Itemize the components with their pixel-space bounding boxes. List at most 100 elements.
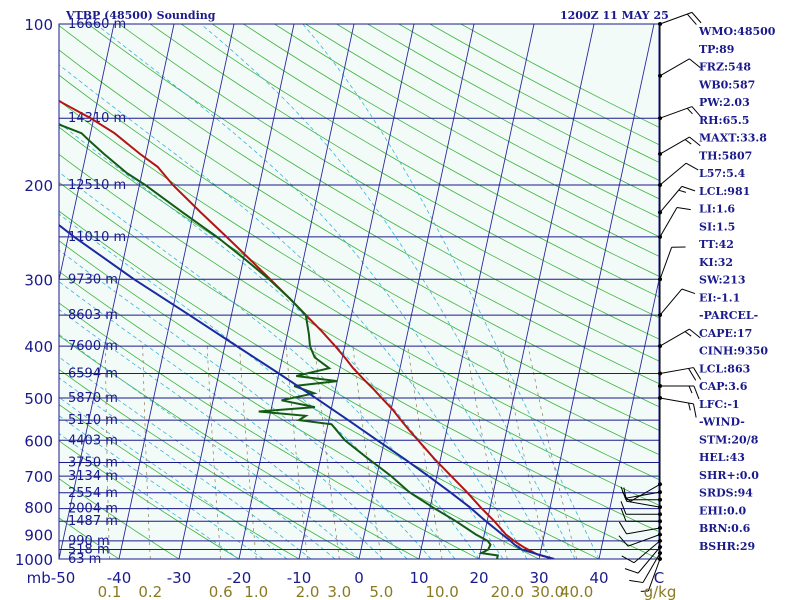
temperature-trace xyxy=(59,99,555,559)
stability-index-item: -WIND- xyxy=(699,416,745,429)
wind-barb xyxy=(658,106,702,121)
temperature-tick-label: -20 xyxy=(227,569,252,587)
isotherms xyxy=(59,24,659,559)
wind-barb xyxy=(621,538,662,564)
height-label: 4403 m xyxy=(68,433,118,448)
wind-barb xyxy=(658,58,701,78)
stability-index-item: TH:5807 xyxy=(699,149,752,162)
wind-barb xyxy=(658,11,702,26)
wind-barb xyxy=(629,551,662,584)
parcel-trace xyxy=(59,223,555,559)
mixing-ratio-label: 1.0 xyxy=(244,583,268,600)
temperature-tick-label: 20 xyxy=(469,569,488,587)
wind-barb xyxy=(658,328,701,349)
height-label: 5870 m xyxy=(68,391,118,406)
stability-index-item: -PARCEL- xyxy=(699,309,758,322)
isotherm-line xyxy=(59,24,175,559)
wind-barb xyxy=(620,501,662,517)
sounding-traces xyxy=(59,99,555,559)
isotherm-line xyxy=(598,277,659,559)
stability-index-item: LCL:981 xyxy=(699,185,750,198)
height-label: 990 m xyxy=(68,534,110,549)
height-label: 3750 m xyxy=(68,455,118,470)
stability-index-item: FRZ:548 xyxy=(699,61,751,74)
pressure-tick-label: 900 xyxy=(24,527,53,545)
height-label: 2554 m xyxy=(68,486,118,501)
isotherm-line xyxy=(358,24,475,559)
station-title: VTBP (48500) Sounding xyxy=(65,9,216,22)
plot-frame xyxy=(58,23,660,560)
mixing-ratio-label: 20.0 xyxy=(491,583,524,600)
wind-barb xyxy=(658,185,696,215)
wind-barb xyxy=(624,545,662,574)
mixing-ratio-label: 10.0 xyxy=(425,583,458,600)
stability-index-item: SI:1.5 xyxy=(699,220,735,233)
height-label: 2004 m xyxy=(68,502,118,517)
isotherm-line xyxy=(238,24,355,559)
height-label: 518 m xyxy=(68,543,110,558)
stability-index-item: WB0:587 xyxy=(698,78,755,91)
stability-index-item: CAPE:17 xyxy=(699,327,752,340)
wind-barb xyxy=(658,206,691,239)
wind-barb xyxy=(618,532,662,547)
temperature-tick-label: 0 xyxy=(354,569,364,587)
moist-adiabat-line xyxy=(59,396,288,559)
pressure-tick-label: 300 xyxy=(24,271,53,289)
stability-index-item: TP:89 xyxy=(699,43,734,56)
pressure-tick-label: 600 xyxy=(24,432,53,450)
plot-area xyxy=(59,24,659,559)
stability-index-item: BRN:0.6 xyxy=(699,522,751,535)
temperature-tick-label: -10 xyxy=(287,569,312,587)
stability-index-item: LI:1.6 xyxy=(699,203,735,216)
wind-barb xyxy=(620,508,662,524)
mixing-ratio-label: 40.0 xyxy=(560,583,593,600)
stability-index-item: TT:42 xyxy=(699,238,734,251)
stability-index-item: EI:-1.1 xyxy=(699,291,740,304)
stability-index-item: LFC:-1 xyxy=(699,398,740,411)
stability-index-item: LCL:863 xyxy=(699,362,750,375)
stability-index-item: WMO:48500 xyxy=(698,25,776,38)
wind-barb xyxy=(658,288,696,318)
isotherm-line xyxy=(178,24,295,559)
isotherm-line xyxy=(59,24,115,283)
stability-index-item: HEL:43 xyxy=(699,451,745,464)
mixing-ratio-label: 2.0 xyxy=(296,583,320,600)
moist-adiabat-line xyxy=(59,377,312,559)
height-label: 7600 m xyxy=(68,339,118,354)
height-label: 9730 m xyxy=(68,272,118,287)
wind-barb xyxy=(658,384,700,400)
temperature-tick-label: mb-50 xyxy=(27,569,76,587)
mixing-ratio-label: 3.0 xyxy=(327,583,351,600)
moist-adiabat-line xyxy=(59,432,240,559)
pressure-tick-label: 100 xyxy=(24,16,53,34)
isotherm-line xyxy=(418,24,535,559)
height-label: 14310 m xyxy=(68,111,126,126)
stability-index-item: MAXT:33.8 xyxy=(699,132,767,145)
wind-barbs xyxy=(618,11,702,592)
height-label: 12510 m xyxy=(68,178,126,193)
isobars xyxy=(58,23,660,560)
mixing-ratio-unit: g/kg xyxy=(644,583,677,600)
height-label: 1487 m xyxy=(68,514,118,529)
isotherm-line xyxy=(478,24,595,559)
wind-barb xyxy=(624,482,662,502)
mixing-ratio-label: 5.0 xyxy=(369,583,393,600)
stability-indices-panel: WMO:48500 TP:89 FRZ:548 WB0:587 PW:2.03 RH:65… xyxy=(698,25,776,553)
height-label: 11010 m xyxy=(68,230,126,245)
observation-time: 1200Z 11 MAY 25 xyxy=(560,9,669,22)
stability-index-item: SW:213 xyxy=(699,274,746,287)
stability-index-item: KI:32 xyxy=(699,256,733,269)
moist-adiabat-line xyxy=(59,356,336,559)
stability-index-item: BSHR:29 xyxy=(699,540,755,553)
temperature-tick-label: -30 xyxy=(167,569,192,587)
height-label: 3134 m xyxy=(68,469,118,484)
wind-barb xyxy=(658,395,697,418)
mixing-ratio-label: 0.1 xyxy=(98,583,122,600)
pressure-tick-label: 200 xyxy=(24,177,53,195)
wind-barb xyxy=(658,367,702,381)
temperature-axis-unit: C xyxy=(654,569,664,587)
wind-barb xyxy=(658,246,686,282)
height-label: 6594 m xyxy=(68,366,118,381)
